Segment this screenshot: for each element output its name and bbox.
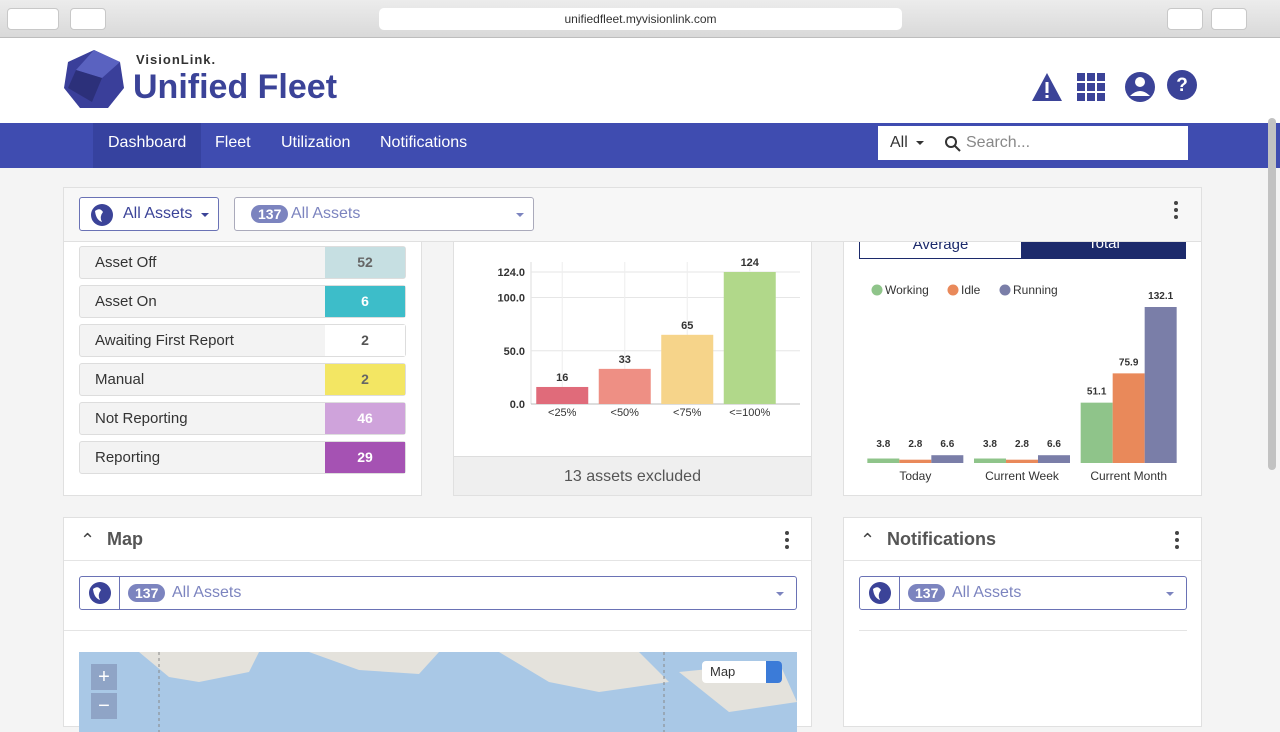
globe-box	[80, 577, 120, 609]
status-count: 2	[325, 364, 405, 395]
divider	[859, 630, 1187, 631]
caret	[776, 592, 784, 600]
asset-count: 137	[908, 584, 946, 602]
scope-dropdown[interactable]: All Assets	[79, 197, 219, 231]
status-label: Awaiting First Report	[95, 332, 234, 349]
apps-icon[interactable]	[1077, 73, 1105, 101]
asset-dropdown[interactable]: 137 All Assets	[79, 576, 797, 610]
globe-icon	[89, 582, 111, 604]
tabs-button[interactable]	[1211, 8, 1247, 30]
map[interactable]: + − Map	[79, 652, 797, 732]
menu-kebab[interactable]	[783, 530, 791, 550]
asset-count: 137	[251, 205, 289, 223]
brand-small: VisionLink.	[136, 52, 217, 67]
app-header: VisionLink. Unified Fleet ?	[0, 38, 1280, 123]
select-arrow	[766, 661, 782, 683]
map-type-select[interactable]: Map	[702, 661, 782, 683]
search-scope[interactable]: All	[890, 134, 908, 151]
asset-status-card: Asset Off 52 Asset On 6 Awaiting First Repor…	[63, 230, 422, 496]
divider	[844, 560, 1201, 561]
status-label: Asset On	[95, 293, 157, 310]
status-count: 2	[325, 325, 405, 356]
url: unifiedfleet.myvisionlink.com	[564, 12, 717, 26]
status-row[interactable]: Awaiting First Report 2	[79, 324, 406, 357]
globe-box	[860, 577, 900, 609]
asset-label: All Assets	[172, 584, 242, 601]
menu-kebab[interactable]	[1173, 530, 1181, 550]
caret	[1166, 592, 1174, 600]
address-bar[interactable]: unifiedfleet.myvisionlink.com	[379, 8, 902, 30]
status-label: Asset Off	[95, 254, 157, 271]
collapse-icon[interactable]: ⌃	[860, 530, 876, 550]
zoom-in-label: +	[98, 666, 110, 688]
status-row[interactable]: Asset On 6	[79, 285, 406, 318]
menu-kebab[interactable]	[1172, 200, 1180, 220]
browser-toolbar: unifiedfleet.myvisionlink.com	[0, 0, 1280, 38]
status-count: 52	[325, 247, 405, 278]
search-box[interactable]: All Search...	[878, 126, 1188, 160]
status-row[interactable]: Asset Off 52	[79, 246, 406, 279]
status-label: Not Reporting	[95, 410, 188, 427]
caret	[201, 213, 209, 221]
zoom-out[interactable]: −	[91, 693, 117, 719]
status-row[interactable]: Manual 2	[79, 363, 406, 396]
status-row[interactable]: Not Reporting 46	[79, 402, 406, 435]
sidebar-button[interactable]	[70, 8, 106, 30]
divider	[64, 630, 811, 631]
asset-count: 137	[128, 584, 166, 602]
svg-text:?: ?	[1176, 75, 1188, 96]
status-label: Manual	[95, 371, 145, 388]
logo	[64, 50, 124, 108]
divider	[64, 560, 811, 561]
search-icon	[945, 136, 961, 152]
asset-label: All Assets	[291, 205, 361, 222]
map-land	[139, 652, 797, 732]
chart-footer: 13 assets excluded	[454, 456, 811, 495]
status-row[interactable]: Reporting 29	[79, 441, 406, 474]
map-type: Map	[710, 664, 736, 679]
scrollbar[interactable]	[1268, 118, 1276, 470]
caret	[516, 213, 524, 221]
alert-icon[interactable]	[1032, 73, 1062, 101]
zoom-out-label: −	[98, 695, 110, 717]
nav-item[interactable]: Utilization	[281, 134, 351, 151]
nav-item-active[interactable]: Dashboard	[93, 123, 202, 168]
panel-title: Map	[107, 529, 143, 549]
back-forward[interactable]	[7, 8, 59, 30]
notifications-panel: ⌃ Notifications 137 All Assets	[843, 517, 1202, 727]
scope-label: All Assets	[123, 205, 193, 222]
share-button[interactable]	[1167, 8, 1203, 30]
map-panel: ⌃ Map 137 All Assets + − Map	[63, 517, 812, 732]
nav-item[interactable]: Fleet	[215, 134, 251, 151]
fuel-chart-card: 13 assets excluded	[453, 230, 812, 496]
globe-icon	[869, 582, 891, 604]
asset-label: All Assets	[952, 584, 1022, 601]
help-icon[interactable]: ?	[1167, 70, 1197, 100]
panel-title: Notifications	[887, 529, 997, 549]
caret	[916, 141, 924, 149]
zoom-in[interactable]: +	[91, 664, 117, 690]
globe-icon	[91, 204, 113, 226]
status-count: 6	[325, 286, 405, 317]
brand: Unified Fleet	[133, 68, 338, 106]
collapse-icon[interactable]: ⌃	[80, 530, 96, 550]
status-label: Reporting	[95, 449, 161, 466]
header-icons: ?	[1032, 70, 1197, 102]
asset-dropdown[interactable]: 137 All Assets	[859, 576, 1187, 610]
status-count: 29	[325, 442, 405, 473]
user-icon[interactable]	[1125, 72, 1155, 102]
filter-bar: All Assets 137 All Assets	[63, 187, 1202, 242]
status-count: 46	[325, 403, 405, 434]
nav-item[interactable]: Notifications	[380, 134, 468, 151]
main-nav: All Search... Dashboard Fleet Utilization N…	[0, 123, 1280, 168]
asset-dropdown[interactable]: 137 All Assets	[234, 197, 534, 231]
utilization-card: Average Total	[843, 230, 1202, 496]
search-placeholder: Search...	[966, 134, 1031, 151]
